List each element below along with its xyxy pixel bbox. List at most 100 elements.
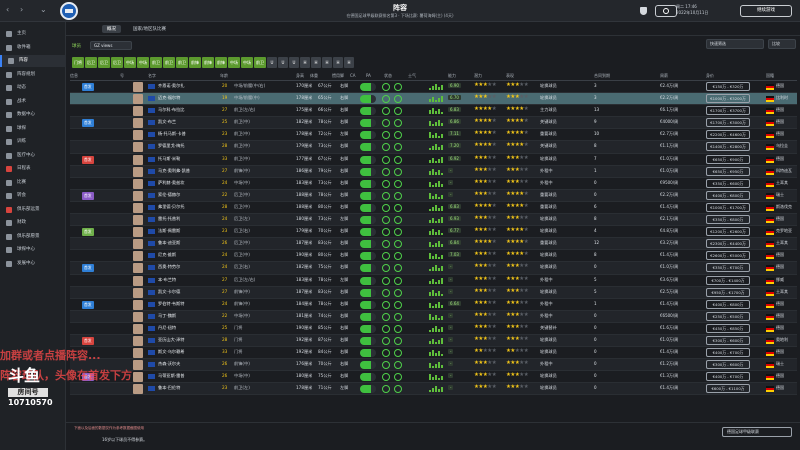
table-row[interactable]: 鲁本·迪亚斯 26 后卫(中) 187厘米 83公斤 右脚 6.84 ★★★★★ ★★★★★ 重要… (70, 238, 797, 251)
transfer-value[interactable]: €400万 - €700万 (706, 348, 750, 358)
column-header[interactable]: 合同到期 (594, 73, 610, 78)
player-name[interactable]: 弗里德·贝尔托 (158, 203, 185, 209)
sidebar-item[interactable]: 转会 (0, 190, 66, 202)
position-filter-chip[interactable]: 前卫 (163, 57, 175, 68)
position-filter-chip[interactable]: H (344, 57, 354, 68)
transfer-value[interactable]: €1700万 - €3000万 (706, 118, 750, 128)
player-name[interactable]: 雷托·托普利 (158, 216, 181, 222)
column-header[interactable]: 体重 (310, 73, 318, 78)
quick-filter-select[interactable]: 快速筛选 (706, 39, 764, 49)
sidebar-item[interactable]: 俱乐部愿景 (0, 231, 66, 243)
club-crest-icon[interactable] (60, 2, 78, 20)
player-name[interactable]: 尼克·维斯 (158, 252, 177, 258)
column-header[interactable]: 表现 (506, 73, 514, 78)
position-filter-chip[interactable]: 后卫 (111, 57, 123, 68)
position-filter-chip[interactable]: 门将 (72, 57, 84, 68)
position-filter-chip[interactable]: H (333, 57, 343, 68)
column-header[interactable]: CA (350, 73, 356, 78)
column-header[interactable]: 状态 (384, 73, 392, 78)
transfer-value[interactable]: €2200万 - €4600万 (706, 130, 750, 140)
table-row[interactable]: 斯文·乌尔赖希 33 门将 192厘米 84公斤 右脚 - ★★★★★ ★★★★★ 轮换球员 0 €1… (70, 347, 797, 360)
player-name[interactable]: 罗伯特·韦斯特 (158, 300, 185, 306)
sidebar-item[interactable]: 收件箱 (0, 42, 66, 54)
player-name[interactable]: 罗德里戈·梅托 (158, 143, 185, 149)
table-row[interactable]: 首发 托马斯·米勒 33 前卫(中) 177厘米 67公斤 右脚 6.92 ★★★★★ ★★★★★… (70, 154, 797, 166)
player-name[interactable]: 鲁本·迪亚斯 (158, 240, 181, 246)
transfer-value[interactable]: €2600万 - €5000万 (706, 251, 750, 261)
column-header[interactable]: 身价 (706, 73, 714, 78)
player-name[interactable]: 索伦·德赫尔 (158, 191, 181, 197)
player-name[interactable]: 马丁·魏斯 (158, 312, 177, 318)
table-row[interactable]: 凯文·卡尔德 27 前锋(中) 187厘米 83公斤 右脚 - ★★★★★ ★★★★★ 轮换球员 5… (70, 286, 797, 299)
sidebar-item[interactable]: 主页 (0, 28, 66, 40)
sidebar-item[interactable]: 日程表 (0, 163, 66, 175)
transfer-value[interactable]: €450万 - €850万 (706, 323, 750, 333)
transfer-value[interactable]: €400万 - €800万 (706, 190, 750, 200)
column-header[interactable]: 号 (120, 73, 124, 78)
transfer-value[interactable]: €400万 - €800万 (706, 299, 750, 309)
sidebar-item[interactable]: 比赛 (0, 177, 66, 189)
chevron-left-icon[interactable]: ‹ (6, 5, 10, 14)
sidebar-item[interactable]: 球探中心 (0, 244, 66, 256)
column-header[interactable]: 能力 (448, 73, 456, 78)
column-header[interactable]: PA (366, 73, 371, 78)
column-header[interactable]: 信息 (70, 73, 78, 78)
chevron-right-icon[interactable]: › (20, 5, 24, 14)
player-name[interactable]: 斯文·乌尔赖希 (158, 349, 185, 355)
transfer-value[interactable]: €250万 - €500万 (706, 311, 750, 321)
table-row[interactable]: 本·布兰特 27 后卫(左/右) 183厘米 78公斤 左脚 - ★★★★★ ★★★★★ 外租中 5… (70, 275, 797, 287)
player-name[interactable]: 马蒂亚斯·雷普 (158, 373, 185, 379)
player-name[interactable]: 亚历山大·泽特 (158, 336, 185, 342)
player-name[interactable]: 托马斯·米勒 (158, 155, 181, 161)
transfer-value[interactable]: €150万 - €320万 (706, 82, 750, 91)
sidebar-item[interactable]: 训练 (0, 136, 66, 148)
position-filter-chip[interactable]: 中场 (137, 57, 149, 68)
player-name[interactable]: 马尔科·布拉比 (158, 107, 185, 113)
table-row[interactable]: 迈克·福尔特 19 中场/前腰(中) 178厘米 65公斤 右脚 6.70 ★★★★★ ★★★★… (70, 93, 797, 106)
transfer-value[interactable]: €650万 - €900万 (706, 154, 750, 164)
sidebar-item[interactable]: 数据中心 (0, 109, 66, 121)
column-header[interactable]: 士气 (408, 73, 416, 78)
player-name[interactable]: 丹尼·纽特 (158, 324, 177, 330)
tab-overview[interactable]: 概况 (102, 25, 121, 33)
player-name[interactable]: 鲁本·巴伦特 (158, 385, 181, 391)
sidebar-item[interactable]: 动态 (0, 82, 66, 94)
transfer-value[interactable]: €350万 - €600万 (706, 178, 750, 188)
sidebar-item[interactable]: 财政 (0, 217, 66, 229)
chevron-down-icon[interactable]: ⌄ (40, 5, 47, 14)
player-name[interactable]: 凯文·卡尔德 (158, 288, 181, 294)
transfer-value[interactable]: €1000万 - €1700万 (706, 202, 750, 212)
view-select[interactable]: GZ views (90, 41, 132, 50)
position-filter-chip[interactable]: 中场 (124, 57, 136, 68)
transfer-value[interactable]: €300万 - €600万 (706, 335, 750, 345)
player-name[interactable]: 杰森·沃尔夫 (158, 361, 181, 367)
transfer-value[interactable]: €1700万 - €3700万 (706, 106, 750, 116)
column-header[interactable]: 名字 (148, 73, 156, 78)
transfer-value[interactable]: €600万 - €1100万 (706, 384, 750, 394)
position-filter-chip[interactable]: 前卫 (176, 57, 188, 68)
position-filter-chip[interactable]: 前锋 (189, 57, 201, 68)
table-row[interactable]: 首发 西奥·特劳尔 24 后卫(右) 182厘米 75公斤 右脚 - ★★★★★ ★★★★★ 轮换球… (70, 262, 797, 275)
table-row[interactable]: 首发 罗伯特·韦斯特 24 前锋(中) 184厘米 78公斤 右脚 6.64 ★★★★★ ★★★★… (70, 299, 797, 311)
position-filter-chip[interactable]: 前锋 (202, 57, 214, 68)
player-name[interactable]: 西奥·特劳尔 (158, 264, 181, 270)
column-header[interactable]: 潜力 (474, 73, 482, 78)
transfer-value[interactable]: €1400万 - €2800万 (706, 142, 750, 152)
table-row[interactable]: 马尔科·布拉比 27 前卫(左/右) 175厘米 66公斤 右脚 6.83 ★★★★★ ★★★★… (70, 105, 797, 118)
position-filter-chip[interactable]: 后卫 (98, 57, 110, 68)
position-filter-chip[interactable]: H (311, 57, 321, 68)
table-row[interactable]: 鲁本·巴伦特 23 前卫(左) 178厘米 71公斤 左脚 - ★★★★★ ★★★★★ 轮换球员 0… (70, 383, 797, 396)
position-filter-chip[interactable]: U (278, 57, 288, 68)
position-filter-chip[interactable]: 前锋 (215, 57, 227, 68)
table-row[interactable]: 首发 马蒂亚斯·雷普 26 中场(中) 180厘米 75公斤 右脚 - ★★★★★ ★★★★★ 轮换… (70, 371, 797, 384)
compare-select[interactable]: 比较 (768, 39, 796, 49)
column-header[interactable]: 身高 (296, 73, 304, 78)
tab-international[interactable]: 国家/地区队比赛 (133, 27, 167, 32)
transfer-value[interactable]: €1000万 - €3200万 (706, 94, 750, 104)
position-filter-chip[interactable]: H (300, 57, 310, 68)
shield-icon[interactable] (640, 7, 647, 15)
sidebar-item[interactable]: 医疗中心 (0, 150, 66, 162)
table-row[interactable]: 首发 索伦·德赫尔 22 后卫(中) 188厘米 78公斤 右脚 - ★★★★★ ★★★★★ 重要球… (70, 189, 797, 202)
league-select[interactable]: 德国足球甲级联赛 (722, 427, 792, 437)
transfer-value[interactable]: €1200万 - €2600万 (706, 227, 750, 237)
